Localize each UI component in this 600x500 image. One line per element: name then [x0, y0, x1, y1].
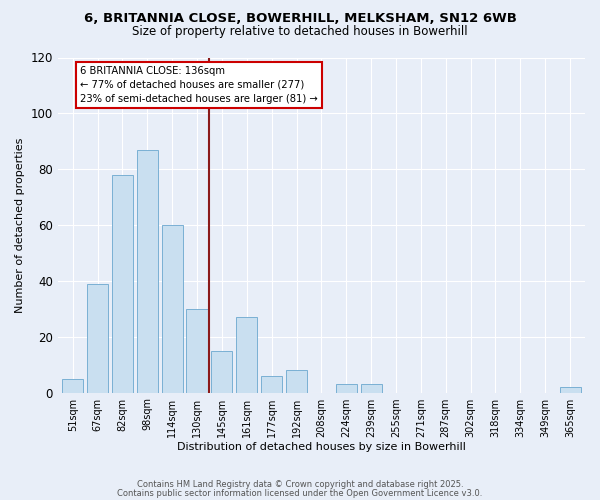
Bar: [87, 284, 108, 393]
Bar: [161, 225, 183, 392]
Text: Contains public sector information licensed under the Open Government Licence v3: Contains public sector information licen…: [118, 489, 482, 498]
Text: Contains HM Land Registry data © Crown copyright and database right 2025.: Contains HM Land Registry data © Crown c…: [137, 480, 463, 489]
Bar: [62, 378, 83, 392]
Bar: [261, 376, 282, 392]
Bar: [211, 350, 232, 393]
Bar: [335, 384, 357, 392]
Text: Size of property relative to detached houses in Bowerhill: Size of property relative to detached ho…: [132, 25, 468, 38]
Y-axis label: Number of detached properties: Number of detached properties: [15, 138, 25, 312]
Bar: [187, 309, 208, 392]
Bar: [286, 370, 307, 392]
Text: 6, BRITANNIA CLOSE, BOWERHILL, MELKSHAM, SN12 6WB: 6, BRITANNIA CLOSE, BOWERHILL, MELKSHAM,…: [83, 12, 517, 26]
Bar: [361, 384, 382, 392]
Bar: [112, 175, 133, 392]
X-axis label: Distribution of detached houses by size in Bowerhill: Distribution of detached houses by size …: [177, 442, 466, 452]
Text: 6 BRITANNIA CLOSE: 136sqm
← 77% of detached houses are smaller (277)
23% of semi: 6 BRITANNIA CLOSE: 136sqm ← 77% of detac…: [80, 66, 318, 104]
Bar: [137, 150, 158, 392]
Bar: [560, 387, 581, 392]
Bar: [236, 317, 257, 392]
